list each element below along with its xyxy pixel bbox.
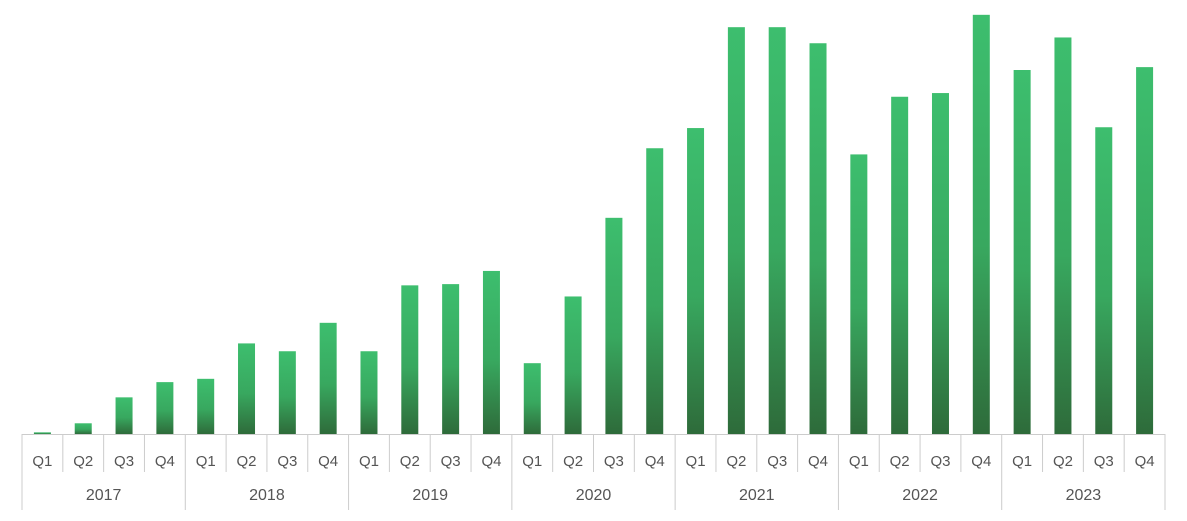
bar-2017-q2	[74, 423, 92, 434]
year-tick-label: 2019	[412, 487, 448, 504]
bar-2017-q1	[33, 432, 51, 434]
quarter-tick-label: Q3	[441, 453, 461, 470]
quarter-tick-label: Q4	[645, 453, 665, 470]
bar-2022-q1	[850, 154, 868, 434]
bar-2017-q3	[115, 397, 133, 434]
bar-2020-q2	[564, 296, 582, 434]
bar-2023-q1	[1013, 70, 1031, 434]
quarter-tick-label: Q1	[32, 453, 52, 470]
quarter-tick-label: Q1	[359, 453, 379, 470]
bar-2021-q2	[727, 27, 745, 435]
quarter-tick-label: Q4	[318, 453, 338, 470]
year-tick-label: 2022	[902, 487, 938, 504]
quarter-tick-label: Q1	[686, 453, 706, 470]
quarter-tick-label: Q4	[971, 453, 991, 470]
quarter-tick-label: Q2	[890, 453, 910, 470]
bar-2018-q4	[319, 322, 337, 434]
quarter-tick-label: Q1	[196, 453, 216, 470]
quarter-tick-label: Q3	[114, 453, 134, 470]
year-tick-label: 2021	[739, 487, 775, 504]
bar-2021-q1	[687, 128, 705, 434]
bar-2018-q3	[278, 351, 296, 434]
bar-2021-q3	[768, 27, 786, 435]
bar-2023-q4	[1136, 67, 1154, 435]
quarter-tick-label: Q4	[155, 453, 175, 470]
quarter-tick-label: Q2	[237, 453, 257, 470]
year-tick-label: 2023	[1066, 487, 1102, 504]
bar-2022-q3	[931, 93, 949, 434]
quarter-tick-label: Q2	[726, 453, 746, 470]
year-tick-label: 2017	[86, 487, 122, 504]
quarter-tick-label: Q3	[604, 453, 624, 470]
year-tick-label: 2020	[576, 487, 612, 504]
bar-2019-q2	[401, 285, 419, 434]
quarter-tick-label: Q1	[522, 453, 542, 470]
bar-2023-q2	[1054, 37, 1072, 434]
bar-2022-q4	[972, 14, 990, 434]
quarter-tick-label: Q3	[277, 453, 297, 470]
bar-2019-q1	[360, 351, 378, 434]
bar-2021-q4	[809, 43, 827, 435]
quarter-tick-label: Q4	[808, 453, 828, 470]
quarter-tick-label: Q2	[400, 453, 420, 470]
quarter-tick-label: Q3	[767, 453, 787, 470]
quarter-tick-label: Q2	[563, 453, 583, 470]
bar-2019-q3	[442, 284, 460, 434]
bar-2017-q4	[156, 382, 174, 434]
bar-2020-q3	[605, 217, 623, 434]
quarter-tick-label: Q1	[1012, 453, 1032, 470]
bar-2018-q1	[197, 378, 215, 434]
bar-2023-q3	[1095, 127, 1113, 435]
year-tick-label: 2018	[249, 487, 285, 504]
bar-2019-q4	[482, 270, 500, 434]
quarter-tick-label: Q1	[849, 453, 869, 470]
quarter-tick-label: Q4	[1135, 453, 1155, 470]
quarter-tick-label: Q3	[930, 453, 950, 470]
quarter-tick-label: Q4	[481, 453, 501, 470]
quarter-tick-label: Q2	[1053, 453, 1073, 470]
bars-group	[33, 14, 1154, 435]
x-axis: Q1 Q2 Q3 Q4 Q1 Q2 Q3 Q4 Q1 Q2 Q3 Q4 Q1 Q2 Q3 Q4 Q1 Q2 Q3 Q4…	[21, 434, 1166, 510]
bar-2018-q2	[238, 343, 256, 434]
quarter-tick-label: Q2	[73, 453, 93, 470]
bar-2020-q1	[523, 363, 541, 434]
bar-2020-q4	[646, 148, 664, 435]
bar-2022-q2	[891, 96, 909, 434]
quarter-tick-label: Q3	[1094, 453, 1114, 470]
